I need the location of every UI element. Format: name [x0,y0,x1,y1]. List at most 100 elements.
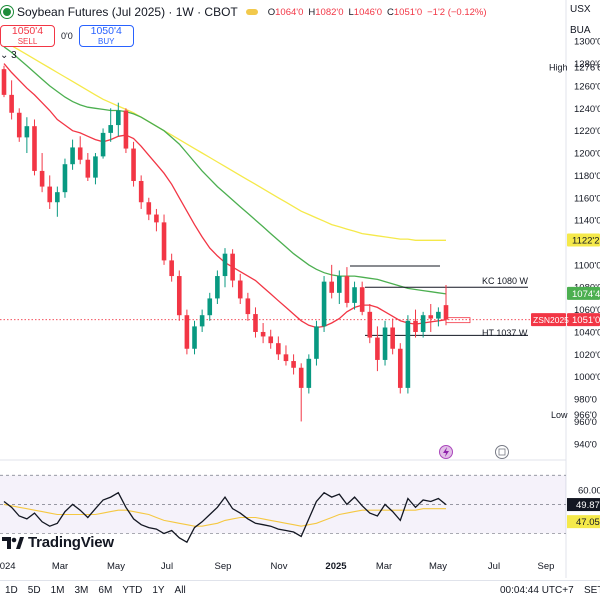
timeframe-button-5d[interactable]: 5D [27,585,41,596]
candle-body [146,202,152,215]
price-tick-label: 1140'0 [574,216,600,227]
candle-body [222,253,228,277]
price-tick-label: 960'0 [574,417,597,428]
price-tick-label: 1100'0 [574,260,600,271]
low-marker-value: 966'0 [574,410,597,421]
candle-body [1,69,7,95]
candle-body [215,276,220,299]
candle-body [192,326,197,349]
candle-body [131,148,136,181]
candle-body [169,260,174,277]
time-tick-label: 2025 [325,561,347,572]
timeframe-button-ytd[interactable]: YTD [122,585,143,596]
indicators-toggle[interactable]: ⌄ 3 [0,50,17,61]
candle-body [24,126,30,138]
last-price-tag: 1051'0 [572,315,600,326]
main-grid [0,0,567,578]
ma50-price-tag-bg [567,286,600,300]
candle-body [55,192,60,203]
buy-button[interactable]: 1050'4 BUY [78,25,134,47]
timeframe-button-1y[interactable]: 1Y [152,585,165,596]
rsi-value-tag: 49.87 [576,500,600,511]
symbol-tag-bg [531,313,566,327]
currency-selector[interactable]: USX [570,4,591,15]
candle-body [70,147,75,165]
chevron-down-icon: ⌄ [0,50,12,61]
chart-icons [439,445,509,459]
time-tick-label: May [429,561,447,572]
rsi-tick-label: 60.00 [578,485,600,496]
price-tick-label: 1200'0 [574,149,600,160]
calendar-glyph [498,448,506,456]
level-kc-label: KC 1080 W [482,276,529,286]
price-tick-label: 1300'0 [574,37,600,48]
clock[interactable]: 00:04:44 UTC+7 [500,585,574,596]
timeframe-button-all[interactable]: All [174,585,186,596]
candle-body [276,343,281,355]
low-marker-label: Low [551,410,568,420]
candle-body [39,170,45,187]
candle-body [420,315,426,332]
candle-body [359,287,365,312]
trade-panel: 1050'4 SELL 0'0 1050'4 BUY [0,25,134,47]
candle-body [321,281,327,327]
price-tick-label: 1240'0 [574,104,600,115]
time-tick-label: Jul [161,561,173,572]
settings-button[interactable]: SET [584,585,600,596]
price-tick-label: 1260'0 [574,81,600,92]
sell-button[interactable]: 1050'4 SELL [0,25,55,47]
time-tick-label: Sep [538,561,555,572]
rsi-ma-tag: 47.05 [576,517,600,528]
high-marker-label: High [549,63,568,73]
candle-body [260,331,266,337]
candle-body [405,320,411,388]
ma50-line [3,46,447,295]
price-tick-label: 1180'0 [574,171,600,182]
ma50-price-tag: 1074'4 [572,289,600,300]
ma100-price-tag-bg [567,233,600,247]
timeframe-button-3m[interactable]: 3M [74,585,89,596]
time-tick-label: Sep [215,561,232,572]
timeframe-button-6m[interactable]: 6M [98,585,113,596]
candle-body [352,287,357,303]
candle-body [436,311,441,319]
time-tick-label: Nov [271,561,288,572]
chart-header: Soybean Futures (Jul 2025) · 1W · CBOT O… [0,0,566,24]
rsi-line [3,491,447,544]
rsi-ma-tag-bg [567,515,600,529]
timeframe-button-1d[interactable]: 1D [5,585,18,596]
rsi-value-tag-bg [567,498,600,512]
price-axis[interactable]: 1300'0 1280'0 1260'0 1240'0 1220'0 1200'0 1180… [531,37,600,451]
timeframe-button-1m[interactable]: 1M [50,585,65,596]
time-axis[interactable]: 2024 Mar May Jul Sep Nov 2025 Mar May Jul Sep [0,561,554,572]
candle-body [375,337,380,360]
candle-body [298,367,304,388]
candle-body [154,214,159,223]
price-tick-label: 1160'0 [574,193,600,204]
unit-selector[interactable]: BUA [570,25,591,36]
candle-body [116,110,121,126]
tradingview-logo-icon [2,536,24,549]
candle-body [176,276,182,316]
candle-body [329,281,334,293]
candle-body [390,327,395,349]
spread-value: 0'0 [61,31,73,41]
symbol-title[interactable]: Soybean Futures (Jul 2025) · 1W · CBOT [17,5,238,19]
price-tick-label: 1020'0 [574,350,600,361]
candle-body [161,222,167,261]
candle-body [413,320,418,332]
candle-body [253,314,258,332]
market-status-icon [245,9,258,15]
time-tick-label: Mar [52,561,68,572]
candle-body [337,276,342,293]
candle-body [382,327,388,360]
candle-body [314,326,319,359]
candle-body [77,147,83,160]
lightning-glyph [443,447,449,457]
candle-body [100,132,106,157]
price-tick-label: 1060'0 [574,305,600,316]
candle-body [93,156,98,178]
timeframe-list: 1D 5D 1M 3M 6M YTD 1Y All [0,585,191,596]
